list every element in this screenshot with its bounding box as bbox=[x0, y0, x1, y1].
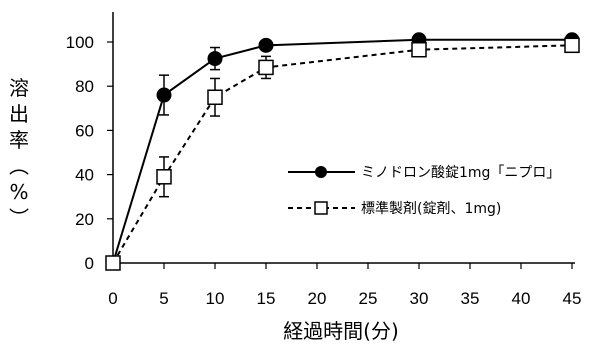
data-point-series-2 bbox=[156, 169, 172, 185]
x-tick-labels: 0 5 10 15 20 25 30 35 40 45 bbox=[108, 289, 581, 308]
x-tick-label: 5 bbox=[159, 289, 168, 308]
legend-marker-series-2 bbox=[314, 201, 328, 215]
y-axis-title-char: ︶ bbox=[9, 206, 31, 230]
y-axis-title-char: % bbox=[9, 180, 30, 204]
data-point-series-1 bbox=[258, 37, 274, 53]
x-axis-title: 経過時間(分) bbox=[283, 319, 399, 343]
y-axis-title-char: 率 bbox=[9, 128, 31, 152]
y-axis-title-char: 出 bbox=[9, 102, 31, 126]
x-tick-label: 30 bbox=[410, 289, 429, 308]
series-line-2 bbox=[112, 44, 573, 264]
x-tick-label: 20 bbox=[308, 289, 327, 308]
x-tick-label: 35 bbox=[461, 289, 480, 308]
legend-label-series-1: ミノドロン酸錠1mg「ニプロ」 bbox=[361, 165, 560, 181]
y-tick-label: 80 bbox=[75, 77, 94, 96]
legend-marker-series-1 bbox=[315, 166, 327, 178]
data-point-series-2 bbox=[258, 59, 274, 76]
data-point-series-2 bbox=[411, 41, 427, 58]
y-tick-label: 0 bbox=[85, 254, 94, 273]
data-point-series-1 bbox=[156, 87, 172, 103]
y-axis-title-char: ︵ bbox=[9, 154, 31, 178]
legend-label-series-2: 標準製剤(錠剤、1mg) bbox=[361, 201, 501, 217]
y-tick-labels: 0 20 40 60 80 100 bbox=[66, 33, 94, 273]
x-tick-label: 25 bbox=[359, 289, 378, 308]
data-point-series-1 bbox=[207, 51, 223, 67]
x-tick-label: 10 bbox=[206, 289, 225, 308]
y-tick-label: 60 bbox=[75, 121, 94, 140]
data-point-series-2 bbox=[105, 255, 121, 271]
series-points bbox=[105, 32, 580, 271]
y-tick-label: 20 bbox=[75, 210, 94, 229]
x-tick-label: 15 bbox=[257, 289, 276, 308]
y-tick-label: 40 bbox=[75, 166, 94, 185]
legend: ミノドロン酸錠1mg「ニプロ」 標準製剤(錠剤、1mg) bbox=[288, 165, 560, 217]
x-tick-label: 0 bbox=[108, 289, 117, 308]
x-tick-label: 45 bbox=[563, 289, 582, 308]
y-axis-title-char: 溶 bbox=[9, 76, 31, 100]
series-line-1 bbox=[112, 38, 572, 264]
data-point-series-2 bbox=[564, 37, 580, 54]
x-tick-label: 40 bbox=[512, 289, 531, 308]
chart-axes bbox=[107, 12, 575, 269]
series-lines bbox=[112, 38, 573, 264]
data-point-series-2 bbox=[207, 89, 223, 105]
y-tick-label: 100 bbox=[66, 33, 94, 52]
y-axis-title: 溶出率︵% ︶ bbox=[9, 76, 31, 230]
